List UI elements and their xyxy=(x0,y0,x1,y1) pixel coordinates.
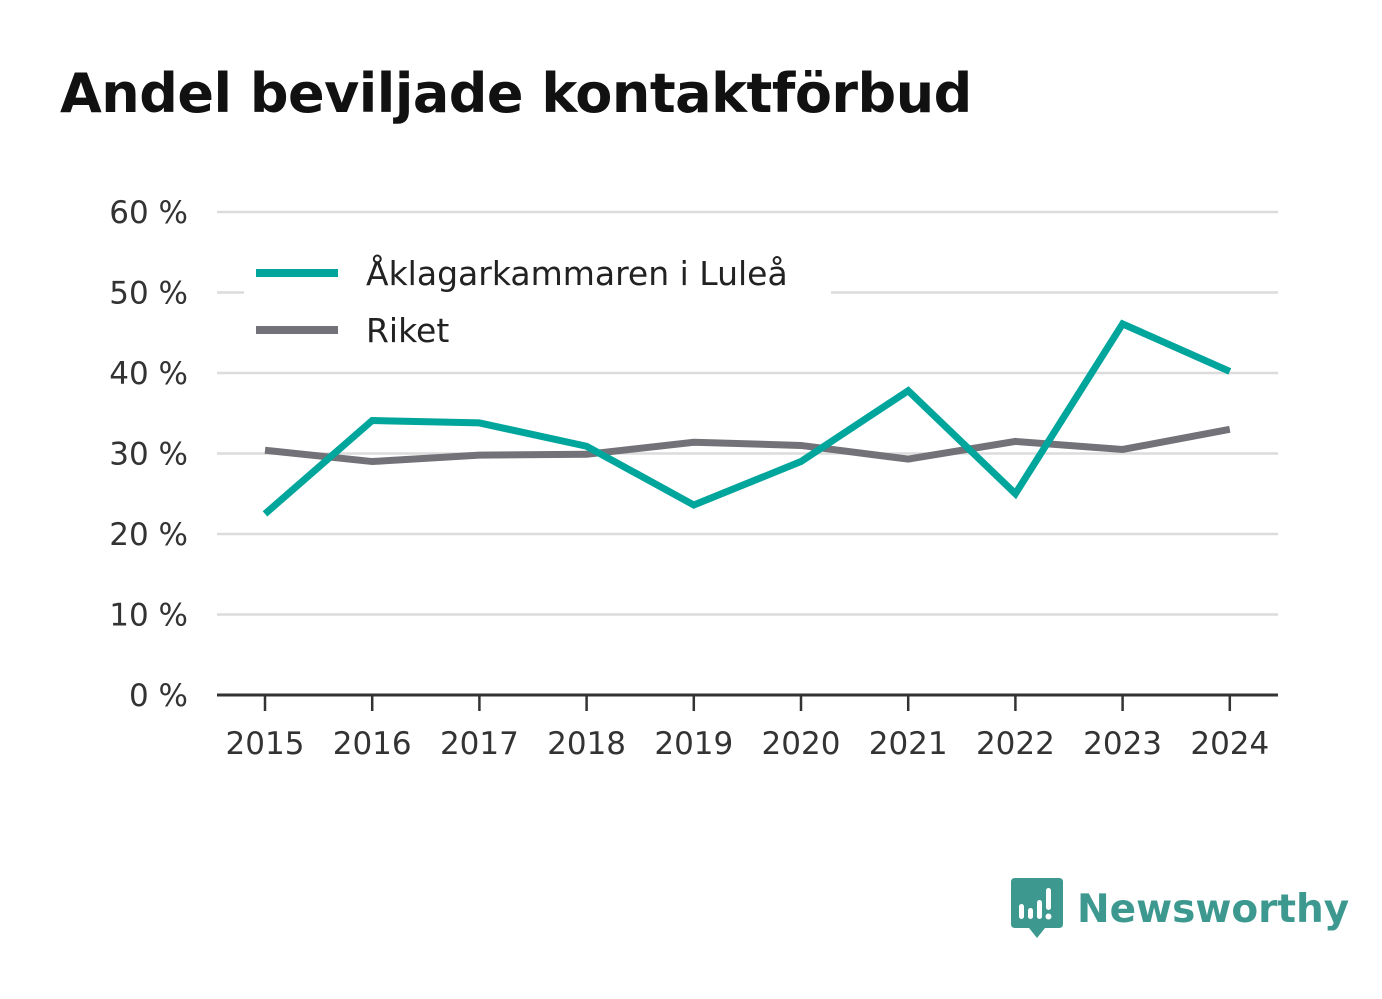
y-tick-label: 0 % xyxy=(129,678,188,714)
series-line-riket xyxy=(264,425,1231,466)
y-axis-tick-labels: 0 % 10 % 20 % 30 % 40 % 50 % 60 % xyxy=(109,195,188,714)
x-tick-label: 2018 xyxy=(547,726,626,762)
y-tick-label: 10 % xyxy=(109,598,188,634)
legend-background xyxy=(244,240,831,356)
legend: Åklagarkammaren i Luleå Riket xyxy=(244,240,831,356)
y-tick-label: 40 % xyxy=(109,356,188,392)
x-tick-label: 2022 xyxy=(976,726,1055,762)
x-tick-label: 2024 xyxy=(1190,726,1269,762)
x-tick-label: 2017 xyxy=(440,726,519,762)
x-axis-ticks: 2015 2016 2017 2018 2019 2020 2021 2022 2023 2024 xyxy=(226,695,1269,762)
y-tick-label: 50 % xyxy=(109,276,188,312)
y-tick-label: 20 % xyxy=(109,517,188,553)
series-lines xyxy=(262,319,1232,517)
series-line--klagarkammaren-i-lule- xyxy=(262,319,1232,517)
x-tick-label: 2015 xyxy=(226,726,305,762)
x-tick-label: 2021 xyxy=(869,726,948,762)
x-tick-label: 2019 xyxy=(654,726,733,762)
brand-name: Newsworthy xyxy=(1077,886,1350,932)
x-tick-label: 2020 xyxy=(762,726,841,762)
x-tick-label: 2023 xyxy=(1083,726,1162,762)
y-tick-label: 60 % xyxy=(109,195,188,231)
y-tick-label: 30 % xyxy=(109,437,188,473)
legend-label: Riket xyxy=(366,311,449,350)
legend-label: Åklagarkammaren i Luleå xyxy=(366,253,788,293)
chart-title: Andel beviljade kontaktförbud xyxy=(60,62,972,125)
grid-lines xyxy=(217,210,1278,616)
x-tick-label: 2016 xyxy=(333,726,412,762)
newsworthy-logo: Newsworthy xyxy=(1011,878,1349,940)
newsworthy-logo-icon xyxy=(1011,878,1063,938)
